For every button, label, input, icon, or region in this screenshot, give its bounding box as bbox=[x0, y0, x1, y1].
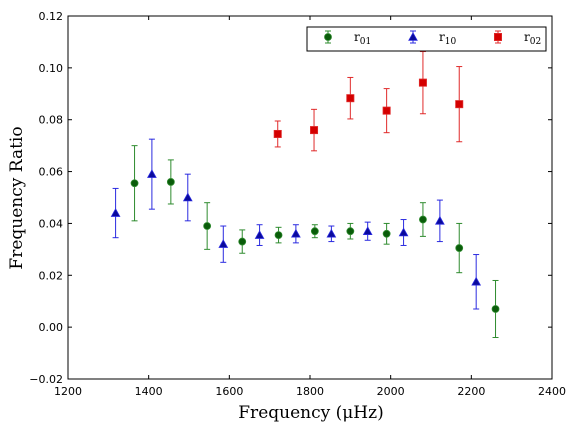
y-tick-label: −0.02 bbox=[29, 373, 63, 386]
series-r01 bbox=[130, 145, 500, 339]
y-tick-label: 0.00 bbox=[39, 321, 64, 334]
data-point bbox=[273, 129, 282, 138]
x-axis-label: Frequency (μHz) bbox=[238, 403, 383, 423]
legend-marker bbox=[408, 31, 418, 41]
series-r10 bbox=[110, 138, 482, 310]
data-point bbox=[382, 229, 391, 238]
series-r02 bbox=[273, 51, 464, 152]
x-tick-label: 1200 bbox=[54, 385, 82, 398]
x-tick-label: 1400 bbox=[135, 385, 163, 398]
y-tick-label: 0.04 bbox=[39, 217, 64, 230]
x-tick-label: 2400 bbox=[538, 385, 566, 398]
data-point bbox=[182, 192, 193, 202]
y-axis-label: Frequency Ratio bbox=[7, 126, 27, 269]
data-point bbox=[362, 226, 373, 235]
data-point bbox=[254, 230, 265, 239]
y-tick-label: 0.08 bbox=[39, 114, 64, 127]
legend-marker bbox=[493, 33, 502, 42]
data-point bbox=[310, 227, 319, 236]
plot-area bbox=[110, 51, 500, 339]
data-point bbox=[398, 227, 409, 237]
data-point bbox=[326, 228, 337, 238]
data-point bbox=[346, 227, 355, 236]
data-point bbox=[203, 222, 212, 230]
x-tick-label: 2200 bbox=[457, 385, 485, 398]
data-point bbox=[434, 215, 445, 225]
data-point bbox=[455, 244, 464, 252]
data-point bbox=[346, 94, 355, 103]
data-point bbox=[291, 228, 301, 238]
data-point bbox=[238, 237, 247, 246]
plot-frame bbox=[67, 15, 553, 380]
axes: 1200 1400 1600 1800 2000 2200 2400 −0.02 0.00 0.0… bbox=[29, 10, 566, 398]
x-tick-label: 1600 bbox=[215, 385, 243, 398]
data-point bbox=[310, 126, 319, 135]
x-tick-label: 1800 bbox=[296, 385, 324, 398]
data-point bbox=[418, 78, 427, 87]
data-point bbox=[471, 276, 482, 286]
y-tick-label: 0.10 bbox=[39, 62, 64, 75]
data-point bbox=[218, 239, 229, 248]
legend-label: r02 bbox=[524, 30, 541, 47]
data-point bbox=[166, 178, 175, 186]
legend: r01 r10 r02 bbox=[306, 26, 547, 52]
y-tick-label: 0.12 bbox=[39, 10, 64, 23]
legend-label: r01 bbox=[354, 30, 371, 47]
data-point bbox=[491, 305, 500, 313]
legend-box bbox=[306, 26, 547, 52]
data-point bbox=[274, 231, 283, 239]
y-tick-label: 0.06 bbox=[39, 166, 64, 179]
y-tick-label: 0.02 bbox=[39, 269, 64, 282]
data-point bbox=[455, 100, 464, 109]
data-point bbox=[382, 106, 391, 115]
data-point bbox=[130, 179, 139, 188]
legend-marker bbox=[324, 33, 332, 41]
data-point bbox=[419, 215, 427, 224]
data-point bbox=[147, 169, 157, 178]
data-point bbox=[110, 208, 121, 217]
x-tick-label: 2000 bbox=[377, 385, 405, 398]
legend-label: r10 bbox=[439, 30, 456, 47]
